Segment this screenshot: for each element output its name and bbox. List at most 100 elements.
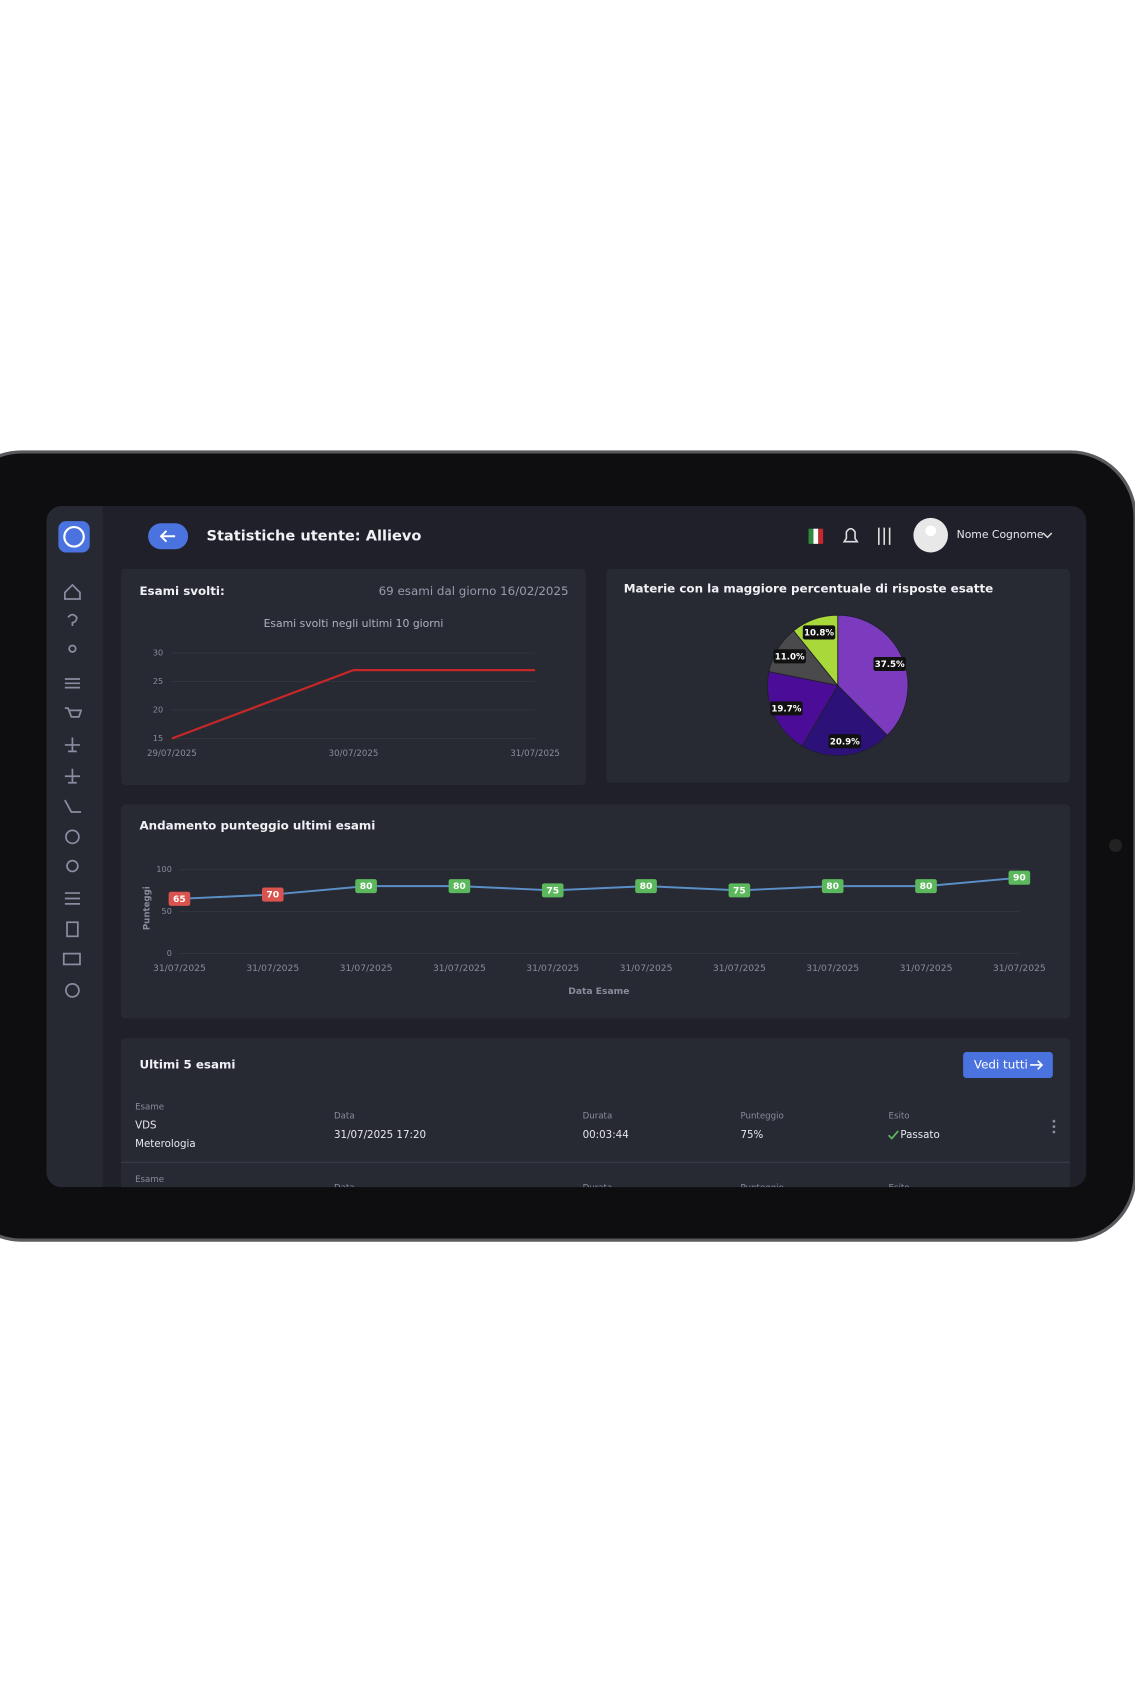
x-tick-label: 29/07/2025 <box>147 749 197 759</box>
profile-icon[interactable] <box>65 829 80 845</box>
x-tick-label: 31/07/2025 <box>620 963 673 974</box>
data-label-bg <box>770 701 803 716</box>
data-label: 11.0% <box>775 652 805 662</box>
page-title: Statistiche utente: Allievo <box>206 527 421 544</box>
data-label-bg <box>168 891 191 906</box>
data-label: 10.8% <box>804 629 834 639</box>
idea-icon[interactable] <box>66 859 79 873</box>
avatar-head <box>925 525 937 537</box>
data-line <box>179 876 1020 900</box>
user-name[interactable]: Nome Cognome <box>957 528 1044 541</box>
data-label-bg <box>873 656 906 672</box>
col-label: Punteggio <box>740 1184 783 1194</box>
data-label: 80 <box>640 881 653 892</box>
data-label-bg <box>802 625 836 640</box>
x-axis-label: Data Esame <box>568 986 629 997</box>
data-label-bg <box>828 734 862 749</box>
checklist-icon[interactable] <box>64 892 80 905</box>
x-tick-label: 31/07/2025 <box>510 749 560 759</box>
cell: 75% <box>740 1129 763 1141</box>
data-label-bg <box>773 649 806 664</box>
plane-icon-2[interactable] <box>64 768 80 784</box>
users-icon[interactable] <box>68 644 77 653</box>
panel-exams <box>121 568 586 785</box>
view-all-label[interactable]: Vedi tutti <box>974 1057 1028 1071</box>
data-label-bg <box>635 879 657 894</box>
y-axis-label: Punteggi <box>143 886 153 930</box>
cards-icon[interactable] <box>62 952 81 966</box>
chart-title: Esami svolti negli ultimi 10 giorni <box>264 617 444 630</box>
data-label-bg <box>448 879 471 894</box>
x-tick-label: 31/07/2025 <box>900 963 953 974</box>
col-label: Esame <box>135 1103 164 1113</box>
y-tick-label: 50 <box>162 906 172 916</box>
data-label-bg <box>261 887 284 902</box>
home-icon[interactable] <box>63 583 81 600</box>
view-all-button[interactable] <box>963 1051 1053 1078</box>
data-label: 20.9% <box>830 737 860 747</box>
settings-icon[interactable] <box>878 527 891 545</box>
col-label: Esito <box>889 1184 910 1194</box>
cell: 00:03:44 <box>583 1129 629 1141</box>
logo-icon <box>63 525 85 548</box>
cell: VDS <box>135 1120 156 1132</box>
col-label: Durata <box>583 1111 613 1121</box>
seat-icon[interactable] <box>64 799 82 813</box>
col-label: Data <box>334 1111 355 1121</box>
col-label: Esito <box>889 1111 910 1121</box>
flag[interactable] <box>808 528 824 544</box>
table-title: Ultimi 5 esami <box>139 1057 235 1071</box>
chart-title: Materie con la maggiore percentuale di r… <box>624 582 994 596</box>
x-tick-label: 31/07/2025 <box>340 963 393 974</box>
chart-title: Andamento punteggio ultimi esami <box>139 819 375 833</box>
screen: Statistiche utente: Allievo Nome Cognome… <box>46 505 1087 1194</box>
data-label-bg <box>1008 870 1031 885</box>
data-label: 80 <box>920 881 933 892</box>
sidebar-icons <box>62 583 83 998</box>
panel-summary: 69 esami dal giorno 16/02/2025 <box>379 584 569 598</box>
cart-icon[interactable] <box>64 707 83 718</box>
help-icon[interactable] <box>67 613 78 627</box>
data-label: 70 <box>266 890 279 901</box>
data-label: 90 <box>1013 873 1026 884</box>
y-tick-label: 20 <box>153 704 163 714</box>
row-menu[interactable] <box>1052 1119 1056 1134</box>
data-label-bg <box>821 879 844 894</box>
col-label: Durata <box>583 1184 613 1194</box>
sidebar <box>46 505 103 1188</box>
data-label: 75 <box>546 885 559 896</box>
support-icon[interactable] <box>65 983 80 998</box>
pie-slice <box>801 684 888 757</box>
x-tick-label: 31/07/2025 <box>153 963 206 974</box>
y-tick-label: 0 <box>167 948 172 958</box>
x-tick-label: 31/07/2025 <box>806 963 859 974</box>
y-tick-label: 25 <box>153 676 163 686</box>
panel-title: Esami svolti: <box>139 584 224 598</box>
cell: 31/07/2025 17:20 <box>334 1129 426 1141</box>
x-tick-label: 30/07/2025 <box>329 749 379 759</box>
data-label-bg <box>541 883 564 898</box>
list-icon[interactable] <box>64 678 80 689</box>
x-tick-label: 31/07/2025 <box>713 963 766 974</box>
x-tick-label: 31/07/2025 <box>993 963 1046 974</box>
logo[interactable] <box>58 521 90 553</box>
data-label: 65 <box>173 894 186 905</box>
x-tick-label: 31/07/2025 <box>526 963 579 974</box>
col-label: Punteggio <box>740 1111 783 1121</box>
doc-icon[interactable] <box>66 921 79 938</box>
camera <box>1109 839 1123 852</box>
cell: Passato <box>900 1129 939 1141</box>
x-tick-label: 31/07/2025 <box>246 963 299 974</box>
data-line <box>171 669 536 740</box>
bell-icon[interactable] <box>842 527 859 543</box>
data-label-bg <box>355 879 377 894</box>
data-label: 37.5% <box>875 660 905 670</box>
plane-icon[interactable] <box>64 737 80 753</box>
y-tick-label: 30 <box>153 648 163 658</box>
data-label-bg <box>728 883 751 898</box>
data-label: 80 <box>360 881 373 892</box>
user-chevron[interactable] <box>1042 532 1053 539</box>
pass-check <box>887 1130 899 1140</box>
data-label-bg <box>915 879 937 894</box>
